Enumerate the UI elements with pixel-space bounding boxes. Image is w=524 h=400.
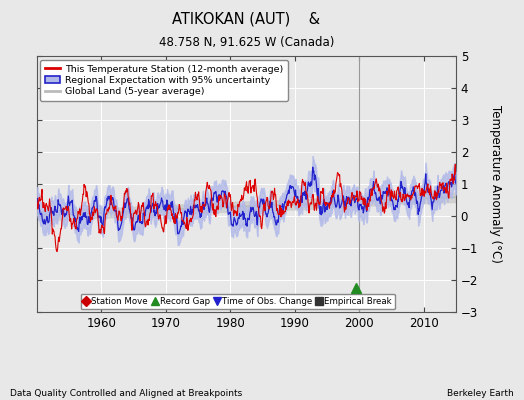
Y-axis label: Temperature Anomaly (°C): Temperature Anomaly (°C) bbox=[489, 105, 502, 263]
Text: 48.758 N, 91.625 W (Canada): 48.758 N, 91.625 W (Canada) bbox=[159, 36, 334, 49]
Legend: Station Move, Record Gap, Time of Obs. Change, Empirical Break: Station Move, Record Gap, Time of Obs. C… bbox=[81, 294, 395, 310]
Text: Berkeley Earth: Berkeley Earth bbox=[447, 389, 514, 398]
Text: Data Quality Controlled and Aligned at Breakpoints: Data Quality Controlled and Aligned at B… bbox=[10, 389, 243, 398]
Text: ATIKOKAN (AUT)    &: ATIKOKAN (AUT) & bbox=[172, 12, 320, 27]
